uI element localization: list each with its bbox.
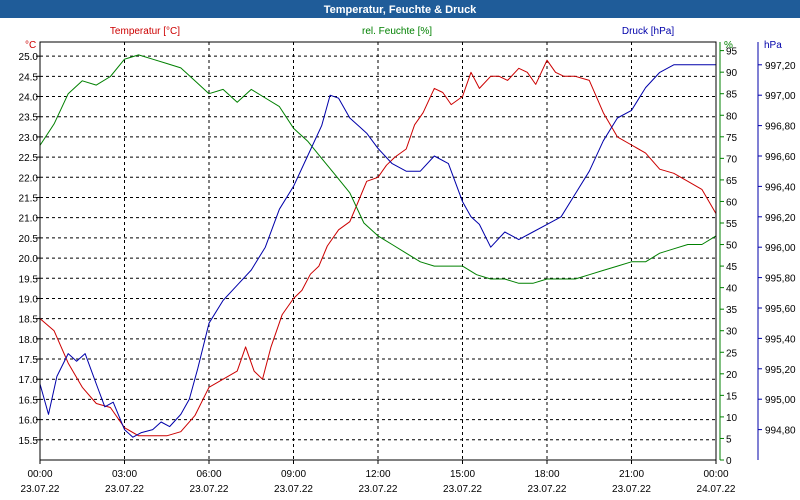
temperature-tick-label: 24.0 <box>19 93 39 104</box>
x-tick-date: 23.07.22 <box>443 484 482 495</box>
pressure-unit: hPa <box>764 40 782 51</box>
humidity-tick-label: 35 <box>726 305 738 316</box>
x-tick-date: 24.07.22 <box>697 484 736 495</box>
pressure-series-line <box>39 64 716 438</box>
temperature-tick-label: 17.0 <box>19 375 39 386</box>
humidity-tick-label: 40 <box>726 284 738 295</box>
pressure-tick-label: 996,20 <box>765 213 796 224</box>
humidity-tick-label: 5 <box>726 434 732 445</box>
temperature-tick-label: 16.5 <box>19 395 39 406</box>
temperature-tick-label: 22.0 <box>19 173 39 184</box>
x-tick-time: 09:00 <box>281 469 306 480</box>
humidity-tick-label: 90 <box>726 68 738 79</box>
pressure-tick-label: 995,80 <box>765 274 796 285</box>
humidity-tick-label: 50 <box>726 241 738 252</box>
x-tick-date: 23.07.22 <box>359 484 398 495</box>
pressure-axis-label: Druck [hPa] <box>622 26 674 37</box>
temperature-tick-label: 22.5 <box>19 153 39 164</box>
temperature-tick-label: 15.5 <box>19 436 39 447</box>
pressure-tick-label: 997,00 <box>765 91 796 102</box>
humidity-unit: % <box>724 40 733 51</box>
humidity-tick-label: 10 <box>726 413 738 424</box>
humidity-tick-label: 80 <box>726 111 738 122</box>
temperature-tick-label: 19.0 <box>19 294 39 305</box>
temperature-tick-label: 20.5 <box>19 234 39 245</box>
pressure-tick-label: 997,20 <box>765 61 796 72</box>
pressure-tick-label: 996,40 <box>765 182 796 193</box>
series-lines <box>39 54 717 438</box>
x-tick-date: 23.07.22 <box>528 484 567 495</box>
humidity-tick-label: 60 <box>726 197 738 208</box>
humidity-tick-label: 25 <box>726 348 738 359</box>
x-tick-time: 03:00 <box>112 469 137 480</box>
temperature-tick-label: 23.0 <box>19 133 39 144</box>
axes: 00:00 23.07.22 03:00 23.07.22 06:00 23.07.22 0… <box>19 26 796 495</box>
humidity-tick-label: 70 <box>726 154 738 165</box>
humidity-tick-label: 75 <box>726 133 738 144</box>
pressure-tick-label: 996,00 <box>765 243 796 254</box>
pressure-tick-label: 995,00 <box>765 395 796 406</box>
x-tick-time: 00:00 <box>27 469 52 480</box>
x-tick-time: 21:00 <box>619 469 644 480</box>
x-tick-time: 15:00 <box>450 469 475 480</box>
temperature-tick-label: 16.0 <box>19 416 39 427</box>
pressure-tick-label: 996,80 <box>765 122 796 133</box>
temperature-tick-label: 17.5 <box>19 355 39 366</box>
pressure-tick-label: 994,80 <box>765 426 796 437</box>
x-tick-date: 23.07.22 <box>612 484 651 495</box>
humidity-series-line <box>39 54 717 284</box>
title-bar <box>0 0 800 18</box>
temperature-unit: °C <box>25 40 36 51</box>
x-tick-date: 23.07.22 <box>274 484 313 495</box>
x-tick-date: 23.07.22 <box>190 484 229 495</box>
pressure-tick-label: 995,60 <box>765 304 796 315</box>
temperature-axis-label: Temperatur [°C] <box>110 26 180 37</box>
humidity-tick-label: 20 <box>726 370 738 381</box>
humidity-tick-label: 85 <box>726 90 738 101</box>
humidity-tick-label: 15 <box>726 391 738 402</box>
x-tick-time: 00:00 <box>703 469 728 480</box>
humidity-tick-label: 95 <box>726 47 738 58</box>
x-tick-time: 18:00 <box>534 469 559 480</box>
temperature-tick-label: 25.0 <box>19 52 39 63</box>
humidity-tick-label: 30 <box>726 327 738 338</box>
temperature-tick-label: 21.5 <box>19 193 39 204</box>
pressure-tick-label: 995,40 <box>765 334 796 345</box>
grid-lines <box>40 42 716 460</box>
temperature-tick-label: 23.5 <box>19 113 39 124</box>
x-tick-time: 12:00 <box>365 469 390 480</box>
pressure-tick-label: 996,60 <box>765 152 796 163</box>
temperature-tick-label: 18.5 <box>19 315 39 326</box>
x-tick-date: 23.07.22 <box>105 484 144 495</box>
pressure-tick-label: 995,20 <box>765 365 796 376</box>
humidity-tick-label: 55 <box>726 219 738 230</box>
temperature-tick-label: 21.0 <box>19 214 39 225</box>
temperature-tick-label: 20.0 <box>19 254 39 265</box>
temperature-tick-label: 18.0 <box>19 335 39 346</box>
x-tick-date: 23.07.22 <box>21 484 60 495</box>
chart-title: Temperatur, Feuchte & Druck <box>324 4 477 16</box>
humidity-tick-label: 0 <box>726 456 732 467</box>
temperature-tick-label: 24.5 <box>19 72 39 83</box>
humidity-tick-label: 45 <box>726 262 738 273</box>
temperature-series-line <box>39 59 717 437</box>
humidity-axis-label: rel. Feuchte [%] <box>362 26 432 37</box>
x-tick-time: 06:00 <box>196 469 221 480</box>
temperature-tick-label: 19.5 <box>19 274 39 285</box>
humidity-tick-label: 65 <box>726 176 738 187</box>
